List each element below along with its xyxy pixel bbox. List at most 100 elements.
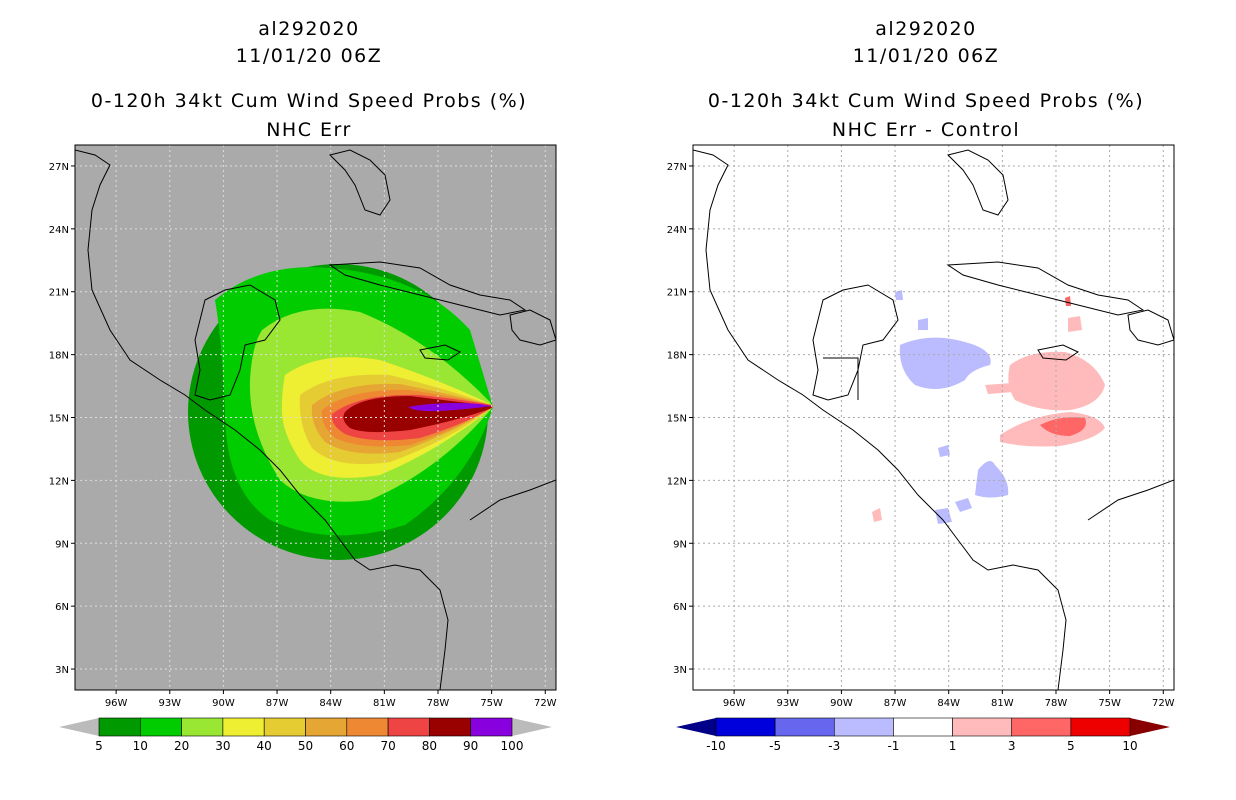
lat-tick-label: 3N <box>55 665 69 676</box>
colorbar-label: 60 <box>339 739 354 753</box>
colorbar-over-triangle <box>1130 718 1170 736</box>
left-lon-axis: 96W 93W 90W 87W 84W 81W 78W 75W 72W <box>105 690 557 709</box>
lat-tick-label: 6N <box>55 602 69 613</box>
left-coast-hispaniola <box>509 309 556 346</box>
lat-tick-label: 9N <box>673 539 687 550</box>
lat-tick-label: 24N <box>667 225 687 236</box>
right-coast-cuba <box>946 261 1145 316</box>
colorbar-under-triangle <box>676 718 716 736</box>
right-storm-id: al292020 <box>875 18 977 40</box>
right-datetime: 11/01/20 06Z <box>852 45 1000 67</box>
lon-tick-label: 78W <box>1045 698 1068 709</box>
lon-tick-label: 78W <box>427 698 450 709</box>
left-coastlines <box>75 149 556 690</box>
left-coast-florida <box>329 149 391 216</box>
colorbar-swatch <box>1070 717 1131 737</box>
swath-band-90 <box>408 403 492 412</box>
colorbar-label: -3 <box>828 739 840 753</box>
left-lat-axis: 27N 24N 21N 18N 15N 12N 9N 6N 3N <box>49 162 75 676</box>
lat-tick-label: 18N <box>667 351 687 362</box>
colorbar-swatch <box>470 717 513 737</box>
lon-tick-label: 84W <box>319 698 342 709</box>
right-coast-colombia <box>1087 479 1174 521</box>
lat-tick-label: 6N <box>673 602 687 613</box>
colorbar-label: -5 <box>769 739 781 753</box>
lon-tick-label: 96W <box>105 698 128 709</box>
diff-negative-region-7 <box>918 318 928 330</box>
diff-positive-region-5 <box>1068 316 1082 332</box>
colorbar-swatch <box>140 717 182 737</box>
diff-negative-region-6 <box>895 290 903 300</box>
lon-tick-label: 96W <box>723 698 746 709</box>
lon-tick-label: 72W <box>1152 698 1175 709</box>
colorbar-swatch <box>952 717 1013 737</box>
lon-tick-label: 84W <box>937 698 960 709</box>
colorbar-label: 3 <box>1008 739 1016 753</box>
lat-tick-label: 27N <box>667 162 687 173</box>
colorbar-swatch <box>305 717 348 737</box>
right-coast-hispaniola <box>1127 309 1174 346</box>
left-colorbar: 5 10 20 30 40 50 60 70 80 90 100 <box>59 717 552 753</box>
left-coast-cuba <box>328 261 527 316</box>
right-coast-florida <box>947 149 1009 216</box>
colorbar-label: 40 <box>257 739 272 753</box>
left-product-title: 0-120h 34kt Cum Wind Speed Probs (%) <box>90 90 528 112</box>
diff-positive-region-7 <box>872 508 882 522</box>
colorbar-under-triangle <box>59 718 99 736</box>
colorbar-swatch <box>98 717 141 737</box>
left-storm-id: al292020 <box>258 18 360 40</box>
lat-tick-label: 12N <box>667 476 687 487</box>
colorbar-swatch <box>222 717 265 737</box>
colorbar-label: -1 <box>887 739 899 753</box>
right-coast-yucatan <box>812 284 899 401</box>
colorbar-swatch <box>429 717 471 737</box>
right-difference-field <box>872 290 1105 524</box>
diff-positive-region-1 <box>1008 351 1105 411</box>
colorbar-swatch <box>833 717 894 737</box>
lon-tick-label: 75W <box>480 698 503 709</box>
colorbar-swatch <box>715 717 776 737</box>
lon-tick-label: 90W <box>830 698 853 709</box>
lon-tick-label: 93W <box>776 698 799 709</box>
colorbar-label: 100 <box>501 739 524 753</box>
colorbar-swatch <box>263 717 306 737</box>
diff-positive-region-6 <box>1065 296 1071 306</box>
colorbar-label: 50 <box>298 739 313 753</box>
lon-tick-label: 90W <box>212 698 235 709</box>
lon-tick-label: 72W <box>534 698 557 709</box>
colorbar-label: 5 <box>1067 739 1075 753</box>
lat-tick-label: 12N <box>49 476 69 487</box>
colorbar-swatch <box>387 717 430 737</box>
lat-tick-label: 21N <box>667 288 687 299</box>
colorbar-label: -10 <box>706 739 726 753</box>
colorbar-swatch <box>1011 717 1072 737</box>
lat-tick-label: 15N <box>667 414 687 425</box>
left-coast-yucatan <box>194 284 281 401</box>
colorbar-label: 30 <box>215 739 230 753</box>
lon-tick-label: 81W <box>991 698 1014 709</box>
colorbar-label: 20 <box>174 739 189 753</box>
lat-tick-label: 15N <box>49 414 69 425</box>
diff-positive-region-2 <box>985 383 1014 394</box>
right-border-belize <box>823 357 859 400</box>
lon-tick-label: 87W <box>884 698 907 709</box>
left-subtitle: NHC Err <box>266 119 352 141</box>
right-coast-mainland <box>693 149 1067 690</box>
lat-tick-label: 27N <box>49 162 69 173</box>
left-coast-mainland <box>75 149 449 690</box>
lat-tick-label: 21N <box>49 288 69 299</box>
right-coastlines <box>693 149 1174 690</box>
lat-tick-label: 24N <box>49 225 69 236</box>
left-probability-swath <box>188 264 493 560</box>
colorbar-label: 1 <box>949 739 957 753</box>
diff-negative-region-4 <box>935 508 952 524</box>
colorbar-label: 70 <box>380 739 395 753</box>
left-coast-colombia <box>469 479 556 521</box>
right-subtitle: NHC Err - Control <box>831 119 1021 141</box>
diff-positive-region-4 <box>1040 417 1086 436</box>
lon-tick-label: 75W <box>1098 698 1121 709</box>
diff-negative-region-5 <box>938 445 950 457</box>
right-coast-jamaica <box>1037 344 1080 361</box>
colorbar-label: 80 <box>422 739 437 753</box>
